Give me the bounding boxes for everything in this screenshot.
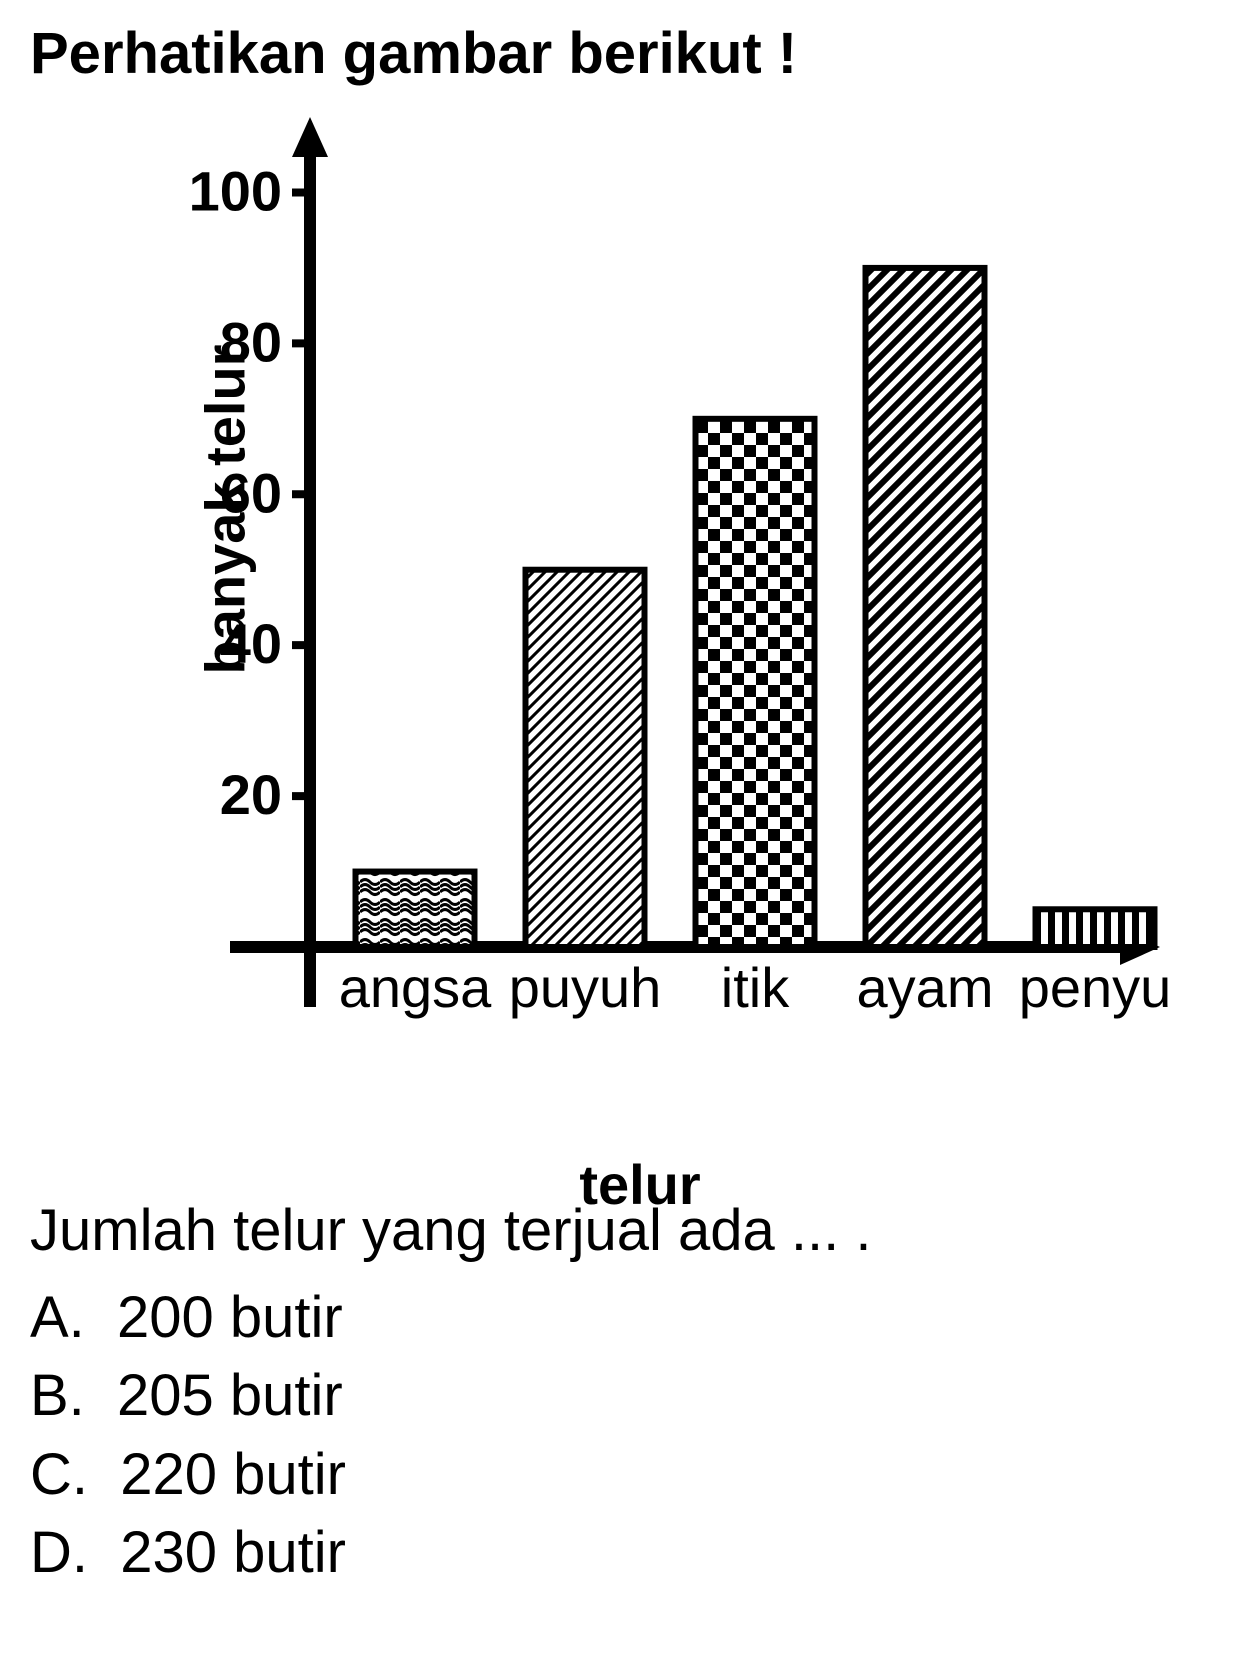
option-d-letter: D. — [30, 1520, 120, 1585]
option-a: A. 200 butir — [30, 1279, 1222, 1357]
svg-text:40: 40 — [220, 612, 282, 675]
option-d: D. 230 butir — [30, 1514, 1222, 1592]
bar-chart: banyak telur — [90, 97, 1190, 1147]
x-axis-label: telur — [90, 1152, 1190, 1217]
svg-text:angsa: angsa — [339, 956, 492, 1019]
svg-text:puyuh: puyuh — [509, 956, 662, 1019]
page-title: Perhatikan gambar berikut ! — [30, 20, 1222, 87]
option-b-letter: B. — [30, 1363, 117, 1428]
option-c: C. 220 butir — [30, 1436, 1222, 1514]
option-b: B. 205 butir — [30, 1357, 1222, 1435]
chart-svg: 20 40 60 80 100 angsa puyuh itik ayam penyu — [180, 97, 1180, 1047]
option-b-text: 205 butir — [117, 1363, 343, 1428]
option-d-text: 230 butir — [120, 1520, 346, 1585]
option-c-text: 220 butir — [120, 1442, 346, 1507]
svg-text:100: 100 — [189, 159, 282, 222]
option-a-text: 200 butir — [117, 1285, 343, 1350]
svg-text:itik: itik — [721, 956, 790, 1019]
svg-text:ayam: ayam — [857, 956, 994, 1019]
svg-text:80: 80 — [220, 310, 282, 373]
svg-text:penyu: penyu — [1019, 956, 1172, 1019]
svg-text:20: 20 — [220, 763, 282, 826]
option-a-letter: A. — [30, 1285, 117, 1350]
svg-text:60: 60 — [220, 461, 282, 524]
option-c-letter: C. — [30, 1442, 120, 1507]
